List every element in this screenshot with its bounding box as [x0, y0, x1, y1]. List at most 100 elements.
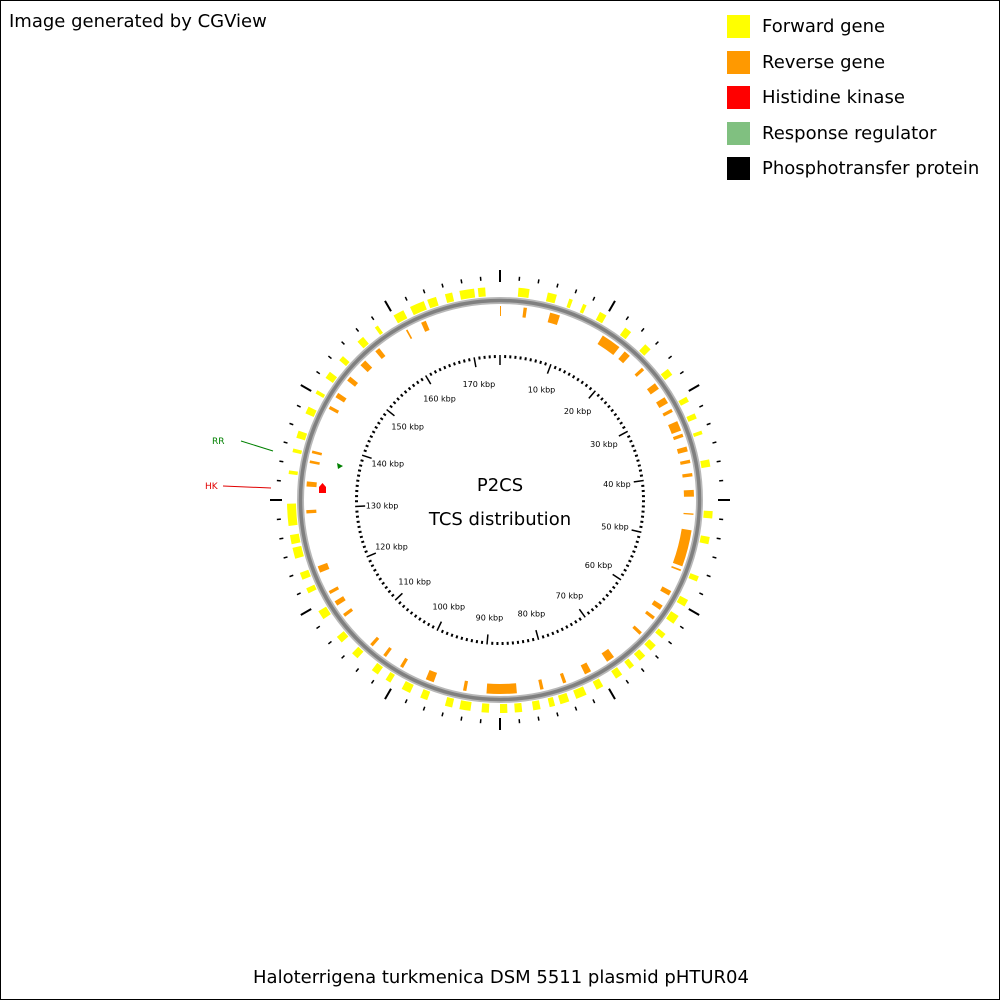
- reverse-gene: [400, 657, 408, 669]
- reverse-gene: [343, 608, 354, 617]
- forward-gene: [427, 296, 439, 309]
- outer-tick: [574, 289, 578, 294]
- outer-tick: [556, 283, 559, 288]
- scale-tick: [367, 439, 371, 443]
- scale-tick: [368, 559, 372, 563]
- scale-tick: [465, 637, 469, 642]
- reverse-gene: [522, 307, 527, 318]
- outer-tick: [341, 341, 345, 345]
- outer-tick: [296, 404, 301, 408]
- scale-tick: [450, 633, 454, 637]
- scale-label: 150 kbp: [391, 422, 424, 431]
- legend-item-phosphotransfer-protein: Phosphotransfer protein: [727, 151, 979, 187]
- forward-gene: [477, 287, 486, 298]
- forward-gene: [688, 573, 699, 582]
- scale-label: 70 kbp: [556, 592, 584, 601]
- outer-tick: [608, 688, 616, 700]
- outer-tick: [341, 655, 345, 659]
- scale-tick: [433, 370, 437, 374]
- scale-tick: [374, 425, 378, 430]
- outer-tick: [688, 608, 700, 616]
- outer-tick: [404, 296, 408, 301]
- scale-tick: [546, 363, 552, 374]
- outer-tick: [706, 574, 711, 578]
- scale-tick: [529, 358, 532, 362]
- scale-label: 110 kbp: [398, 578, 431, 587]
- hk-annotation-line: [222, 485, 272, 489]
- scale-tick: [366, 552, 377, 558]
- legend-label: Response regulator: [762, 122, 937, 144]
- scale-tick: [578, 608, 586, 618]
- reverse-gene: [632, 625, 642, 635]
- reverse-gene: [672, 528, 692, 567]
- scale-tick: [616, 417, 621, 421]
- scale-tick: [526, 639, 530, 643]
- reverse-gene: [547, 312, 560, 326]
- reverse-gene: [676, 446, 688, 454]
- scale-tick: [637, 464, 642, 467]
- scale-tick: [567, 372, 571, 377]
- legend-item-histidine-kinase: Histidine kinase: [727, 80, 979, 116]
- scale-tick: [386, 409, 395, 417]
- scale-tick: [553, 365, 557, 370]
- scale-tick: [610, 408, 614, 413]
- reverse-gene: [421, 320, 430, 332]
- forward-gene: [655, 628, 666, 639]
- scale-tick: [356, 474, 361, 477]
- outer-tick: [716, 537, 721, 540]
- forward-gene: [420, 689, 431, 701]
- forward-gene: [545, 292, 557, 304]
- forward-gene: [619, 327, 632, 340]
- outer-tick: [460, 279, 463, 284]
- scale-tick: [580, 380, 584, 385]
- legend-label: Phosphotransfer protein: [762, 158, 980, 180]
- outer-tick: [592, 699, 596, 704]
- forward-gene: [292, 545, 304, 559]
- reverse-gene: [306, 481, 317, 488]
- outer-tick: [640, 668, 645, 673]
- forward-gene: [579, 303, 587, 314]
- outer-tick: [370, 316, 375, 321]
- forward-gene: [444, 292, 455, 303]
- reverse-gene: [618, 351, 630, 364]
- forward-gene: [686, 413, 697, 422]
- reverse-gene: [683, 512, 694, 515]
- forward-gene: [306, 584, 317, 594]
- scale-tick: [584, 383, 589, 388]
- forward-gene: [500, 703, 508, 713]
- outer-tick: [668, 355, 673, 360]
- outer-tick: [716, 460, 721, 463]
- reverse-gene: [334, 596, 346, 606]
- forward-gene: [678, 396, 689, 406]
- scale-label: 20 kbp: [564, 407, 592, 416]
- scale-tick: [405, 607, 410, 612]
- scale-tick: [357, 525, 361, 529]
- plasmid-title: Haloterrigena turkmenica DSM 5511 plasmi…: [253, 967, 749, 988]
- scale-tick: [362, 545, 367, 549]
- forward-gene: [459, 288, 476, 300]
- forward-gene: [371, 662, 383, 675]
- reverse-gene: [538, 679, 544, 690]
- scale-tick: [563, 370, 567, 374]
- legend-label: Forward gene: [762, 16, 886, 38]
- forward-gene: [357, 336, 369, 349]
- reverse-gene: [317, 562, 330, 573]
- outer-tick: [300, 608, 312, 616]
- scale-tick: [389, 404, 393, 409]
- outer-tick: [422, 289, 426, 294]
- legend-item-forward-gene: Forward gene: [727, 9, 979, 45]
- reverse-gene: [347, 376, 359, 387]
- forward-gene-track: [287, 287, 713, 713]
- scale-tick: [359, 535, 364, 539]
- outer-tick: [422, 706, 426, 711]
- reverse-gene: [646, 383, 659, 395]
- scale-tick: [546, 633, 550, 637]
- forward-gene: [401, 680, 414, 694]
- reverse-gene: [370, 636, 380, 647]
- scale-tick: [448, 363, 452, 368]
- scale-tick: [438, 367, 442, 372]
- reverse-gene: [651, 600, 663, 610]
- scale-tick: [358, 530, 362, 534]
- scale-tick: [633, 479, 644, 483]
- scale-tick: [630, 554, 634, 558]
